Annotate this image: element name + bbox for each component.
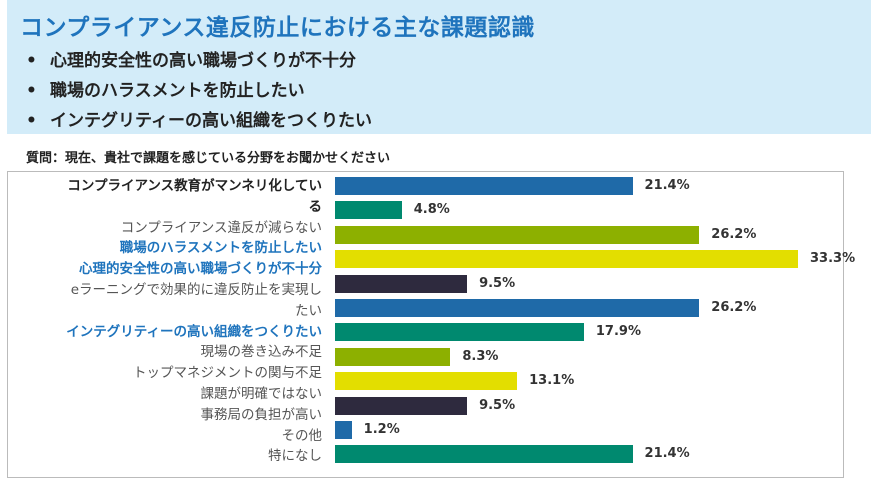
data-label: 9.5% — [479, 397, 516, 413]
bar — [335, 323, 584, 342]
bullet-item: • インテグリティーの高い組織をつくりたい — [26, 111, 372, 131]
bar — [335, 225, 700, 244]
bullet-item: • 心理的安全性の高い職場づくりが不十分 — [26, 51, 356, 71]
bar — [335, 445, 633, 464]
bar — [335, 201, 402, 220]
category-label: コンプライアンス教育がマンネリ化してい — [67, 178, 322, 194]
data-label: 26.2% — [711, 300, 757, 315]
summary-panel — [7, 0, 871, 134]
data-label: 21.4% — [644, 446, 690, 462]
bar — [335, 372, 518, 391]
bar — [335, 274, 468, 293]
category-label: トップマネジメントの関与不足 — [133, 365, 322, 382]
category-label: 職場のハラスメントを防止したい — [119, 240, 322, 257]
category-label: 現場の巻き込み不足 — [200, 344, 323, 361]
data-label: 13.1% — [529, 373, 575, 389]
category-label: たい — [295, 302, 322, 319]
bar — [335, 347, 451, 366]
category-label: インテグリティーの高い組織をつくりたい — [66, 323, 322, 340]
category-label: る — [308, 198, 323, 215]
data-label: 8.3% — [462, 348, 499, 364]
bullet-item: • 職場のハラスメントを防止したい — [26, 81, 305, 101]
bar-area: 21.4% 4.8% 26.2% 33.3% 9.5% 26.2% 17.9% 8.3% 13.… — [335, 177, 875, 477]
bar — [335, 421, 352, 439]
category-label: その他 — [281, 427, 323, 444]
category-labels: コンプライアンス教育がマンネリ化しているコンプライアンス違反が減らない 職場のハラ… — [8, 176, 322, 467]
bar — [335, 299, 700, 317]
category-label: 事務局の負担が高い — [200, 406, 323, 423]
bar — [335, 396, 468, 415]
data-label: 26.2% — [711, 226, 757, 242]
data-label: 17.9% — [595, 324, 641, 340]
bar — [335, 177, 633, 195]
data-label: 33.3% — [810, 251, 856, 267]
category-label: 課題が明確ではない — [200, 385, 323, 402]
category-label: 心理的安全性の高い職場づくりが不十分 — [79, 261, 322, 278]
category-label: 特になし — [268, 448, 322, 465]
data-label: 21.4% — [644, 178, 690, 193]
chart-title: 質問：現在、貴社で課題を感じている分野をお聞かせください — [26, 151, 391, 166]
category-label: eラーニングで効果的に違反防止を実現し — [70, 281, 322, 298]
chart-frame — [7, 171, 844, 478]
data-label: 4.8% — [413, 202, 450, 218]
data-label: 9.5% — [479, 275, 516, 291]
bar — [335, 250, 798, 269]
page-title: コンプライアンス違反防止における主な課題認識 — [20, 15, 535, 41]
data-label: 1.2% — [363, 422, 400, 437]
category-label: コンプライアンス違反が減らない — [120, 219, 322, 236]
